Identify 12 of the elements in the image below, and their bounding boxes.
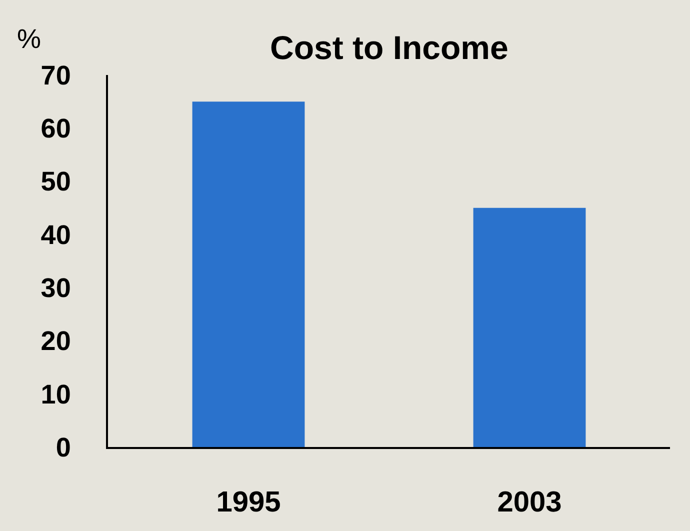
y-tick-label: 20	[40, 326, 71, 356]
y-tick-label: 60	[40, 114, 71, 144]
y-tick-label: 30	[40, 273, 71, 304]
y-tick-label: 40	[40, 220, 71, 250]
y-tick-label: 10	[40, 379, 71, 410]
x-tick-label: 1995	[216, 486, 281, 519]
y-tick-label: 50	[40, 166, 71, 197]
chart-title: Cost to Income	[270, 29, 508, 66]
x-tick-label: 2003	[497, 486, 562, 519]
y-tick-label: 70	[40, 60, 71, 90]
y-tick-label: 0	[56, 432, 71, 462]
y-axis-title: %	[17, 24, 42, 54]
